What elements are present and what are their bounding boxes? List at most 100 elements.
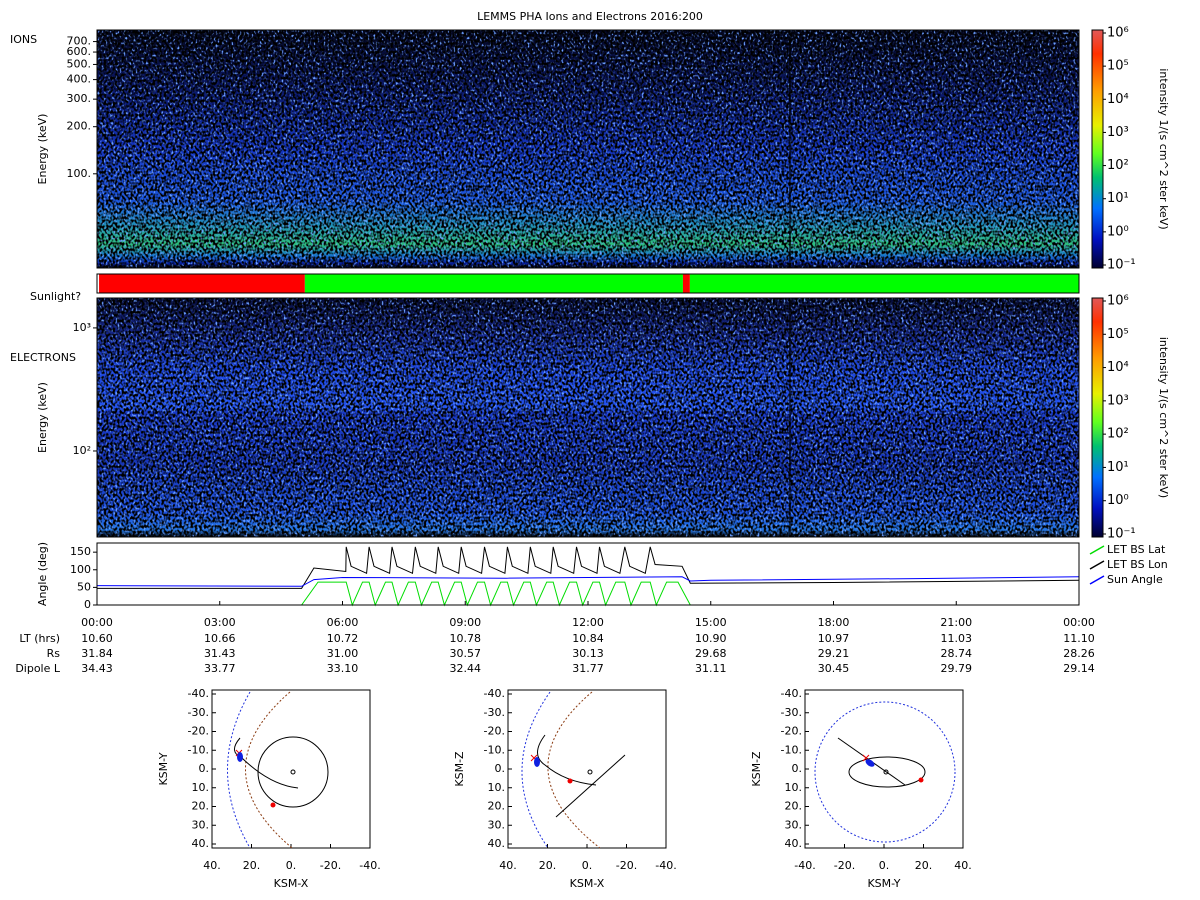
sunlight-segment <box>99 274 305 293</box>
colorbar-tick-label: 10⁶ <box>1107 26 1129 41</box>
ephemeris-value: 29.21 <box>818 647 850 660</box>
y-tick-label: -30. <box>484 706 505 719</box>
plot-frame <box>96 297 1080 538</box>
ephemeris-value: 29.14 <box>1063 662 1095 675</box>
ephemeris-value: 28.26 <box>1063 647 1095 660</box>
x-tick-label: 40. <box>499 859 517 872</box>
y-tick-label: -10. <box>188 743 209 756</box>
sunlight-segment <box>97 274 100 293</box>
ephemeris-value: 33.10 <box>327 662 359 675</box>
x-tick-label: -40. <box>794 859 815 872</box>
colorbar-tick-label: 10³ <box>1107 125 1129 140</box>
ephemeris-value: 10.84 <box>572 632 604 645</box>
ephemeris-value: 11.03 <box>941 632 973 645</box>
x-tick-label: 00:00 <box>1063 616 1095 629</box>
y-tick-label: 10. <box>488 781 506 794</box>
y-tick-label: 300. <box>67 92 92 105</box>
colorbar-label: intensity 1/(s cm^2 ster keV) <box>1157 337 1170 498</box>
ephemeris-value: 28.74 <box>941 647 973 660</box>
y-tick-label: 30. <box>785 818 803 831</box>
spectrogram-streak <box>789 30 791 268</box>
y-tick-label: 20. <box>785 800 803 813</box>
y-tick-label: -30. <box>188 706 209 719</box>
ephemeris-label: Rs <box>47 647 61 660</box>
y-tick-label: -10. <box>484 743 505 756</box>
y-tick-label: -40. <box>484 687 505 700</box>
y-tick-label: 700. <box>67 35 92 48</box>
y-tick-label: 0. <box>495 762 506 775</box>
ephemeris-value: 33.77 <box>204 662 236 675</box>
y-axis-label: Energy (keV) <box>36 382 49 453</box>
colorbar-tick-label: 10⁰ <box>1107 493 1129 508</box>
y-tick-label: 200. <box>67 120 92 133</box>
colorbar-tick-label: 10⁵ <box>1107 327 1129 342</box>
colorbar-tick-label: 10¹ <box>1107 460 1129 475</box>
x-tick-label: 18:00 <box>818 616 850 629</box>
colorbar-tick-label: 10⁴ <box>1107 360 1129 375</box>
orbit-drawings <box>227 691 956 849</box>
y-axis-label: Angle (deg) <box>36 542 49 606</box>
y-tick-label: -10. <box>781 743 802 756</box>
sunlight-segment <box>304 274 683 293</box>
x-tick-label: 00:00 <box>81 616 113 629</box>
x-tick-label: 20. <box>539 859 557 872</box>
x-tick-label: 0. <box>879 859 890 872</box>
spectrogram-streak <box>789 298 791 537</box>
colorbar-tick-label: 10² <box>1107 158 1129 173</box>
ephemeris-value: 31.00 <box>327 647 359 660</box>
sunlight-segment <box>689 274 1079 293</box>
x-tick-label: -20. <box>320 859 341 872</box>
legend-label: LET BS Lat <box>1107 543 1166 556</box>
panel-label: Sunlight? <box>30 290 81 303</box>
y-axis-label: KSM-Y <box>157 752 170 785</box>
ephemeris-value: 10.72 <box>327 632 359 645</box>
y-tick-label: 30. <box>192 818 210 831</box>
spectrogram-texture <box>97 30 1079 268</box>
y-tick-label: -30. <box>781 706 802 719</box>
ephemeris-value: 29.68 <box>695 647 727 660</box>
plot-frame <box>96 273 1080 294</box>
x-tick-label: 06:00 <box>327 616 359 629</box>
sunlight-segment <box>682 274 690 293</box>
y-tick-label: 40. <box>488 837 506 850</box>
y-tick-label: 150 <box>70 545 91 558</box>
plot-frame <box>96 542 1080 606</box>
panel-label: ELECTRONS <box>10 351 76 364</box>
colorbar-tick-label: 10³ <box>1107 393 1129 408</box>
y-tick-label: 40. <box>192 837 210 850</box>
x-tick-label: 20. <box>243 859 261 872</box>
x-tick-label: 40. <box>203 859 221 872</box>
x-tick-label: 21:00 <box>940 616 972 629</box>
y-tick-label: 600. <box>67 45 92 58</box>
ephemeris-value: 10.78 <box>450 632 482 645</box>
x-tick-label: -40. <box>655 859 676 872</box>
y-tick-label: 0 <box>84 598 91 611</box>
y-tick-label: 0. <box>199 762 210 775</box>
y-tick-label: -40. <box>188 687 209 700</box>
ephemeris-value: 30.13 <box>572 647 604 660</box>
orbit-frame <box>211 689 371 849</box>
ephemeris-value: 11.10 <box>1063 632 1095 645</box>
y-tick-label: -20. <box>188 725 209 738</box>
spectrogram-texture <box>97 298 1079 537</box>
orbit-frame <box>507 689 667 849</box>
y-tick-label: 500. <box>67 57 92 70</box>
series-line <box>96 576 1080 587</box>
ephemeris-value: 10.97 <box>818 632 850 645</box>
x-tick-label: 0. <box>286 859 297 872</box>
x-tick-label: 03:00 <box>204 616 236 629</box>
colorbar-tick-label: 10¹ <box>1107 191 1129 206</box>
x-tick-label: 09:00 <box>449 616 481 629</box>
y-tick-label: 20. <box>192 800 210 813</box>
legend-label: LET BS Lon <box>1107 558 1168 571</box>
colorbar-tick-label: 10² <box>1107 427 1129 442</box>
y-tick-label: -40. <box>781 687 802 700</box>
ephemeris-value: 31.77 <box>572 662 604 675</box>
colorbar-tick-label: 10⁴ <box>1107 92 1129 107</box>
y-tick-label: -20. <box>484 725 505 738</box>
ephemeris-value: 34.43 <box>81 662 113 675</box>
ephemeris-value: 29.79 <box>941 662 973 675</box>
y-tick-label: 40. <box>785 837 803 850</box>
orbit-frame <box>804 689 964 849</box>
legend-swatch <box>1089 575 1105 585</box>
